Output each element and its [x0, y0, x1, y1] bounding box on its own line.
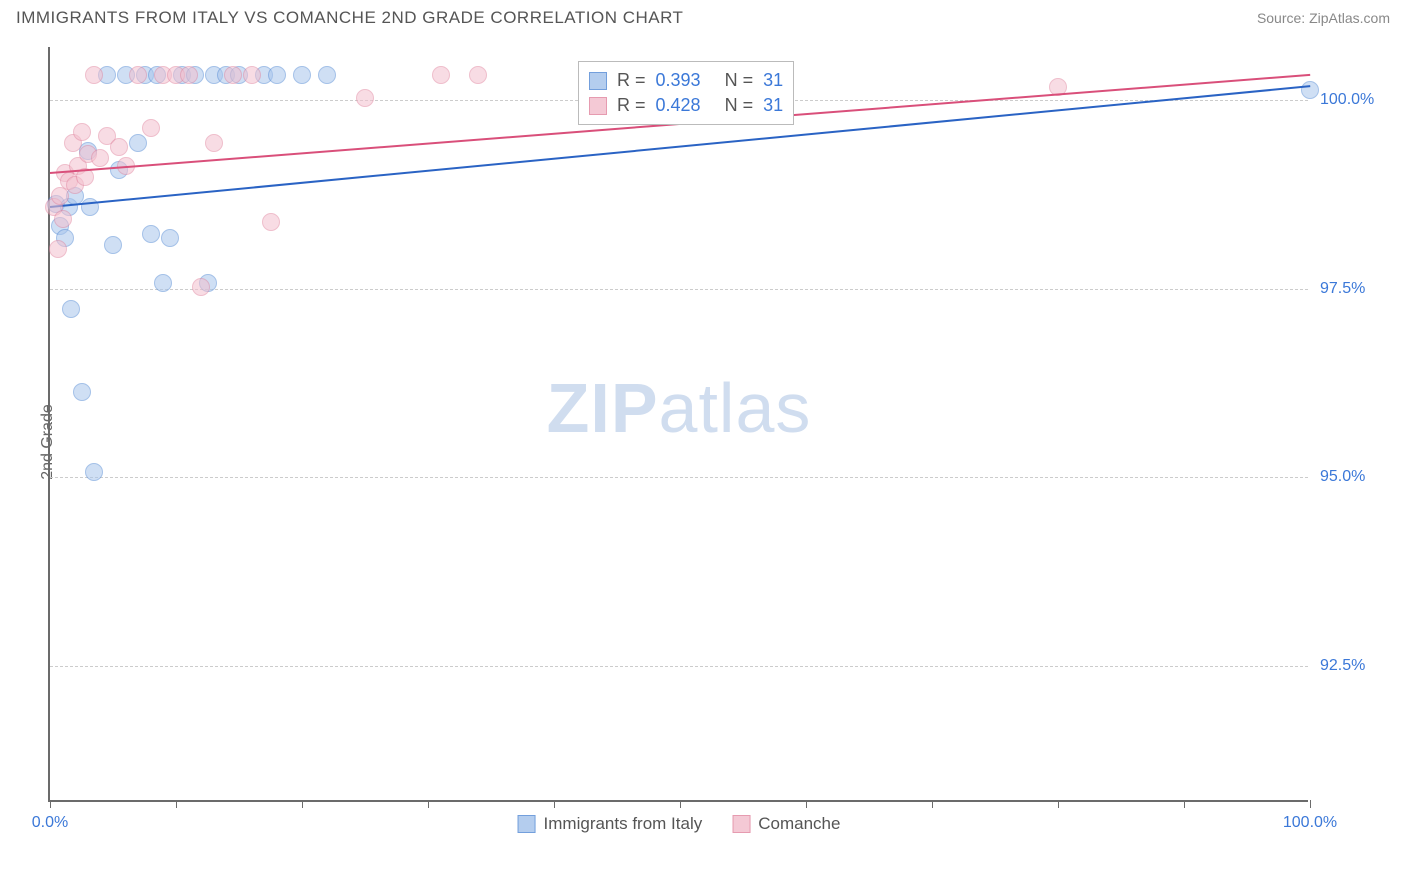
- data-point: [432, 66, 450, 84]
- data-point: [62, 300, 80, 318]
- gridline-h: [50, 477, 1308, 478]
- x-tick: [176, 800, 177, 808]
- data-point: [356, 89, 374, 107]
- stats-r-value: 0.428: [656, 95, 701, 116]
- data-point: [268, 66, 286, 84]
- stats-r-value: 0.393: [656, 70, 701, 91]
- data-point: [129, 66, 147, 84]
- legend-swatch: [732, 815, 750, 833]
- x-tick: [50, 800, 51, 808]
- stats-r-label: R =: [617, 70, 646, 91]
- legend-label: Comanche: [758, 814, 840, 834]
- stats-n-value: 31: [763, 95, 783, 116]
- x-tick-label: 0.0%: [32, 814, 68, 832]
- chart-title: IMMIGRANTS FROM ITALY VS COMANCHE 2ND GR…: [16, 8, 683, 28]
- stats-row: R = 0.393 N = 31: [589, 68, 783, 93]
- x-tick: [680, 800, 681, 808]
- data-point: [318, 66, 336, 84]
- data-point: [154, 274, 172, 292]
- y-tick-label: 100.0%: [1320, 91, 1390, 109]
- data-point: [205, 134, 223, 152]
- data-point: [224, 66, 242, 84]
- y-tick-label: 92.5%: [1320, 657, 1390, 675]
- x-tick: [302, 800, 303, 808]
- x-tick: [554, 800, 555, 808]
- data-point: [91, 149, 109, 167]
- data-point: [85, 463, 103, 481]
- data-point: [469, 66, 487, 84]
- plot-area: ZIPatlas 92.5%95.0%97.5%100.0%0.0%100.0%…: [48, 47, 1308, 802]
- data-point: [104, 236, 122, 254]
- watermark: ZIPatlas: [547, 368, 812, 448]
- legend-item: Immigrants from Italy: [518, 814, 703, 834]
- chart-source: Source: ZipAtlas.com: [1257, 10, 1390, 26]
- data-point: [161, 229, 179, 247]
- gridline-h: [50, 289, 1308, 290]
- chart-header: IMMIGRANTS FROM ITALY VS COMANCHE 2ND GR…: [0, 0, 1406, 32]
- stats-n-label: N =: [725, 95, 754, 116]
- stats-n-value: 31: [763, 70, 783, 91]
- data-point: [192, 278, 210, 296]
- data-point: [293, 66, 311, 84]
- data-point: [142, 119, 160, 137]
- y-tick-label: 97.5%: [1320, 280, 1390, 298]
- stats-swatch: [589, 72, 607, 90]
- source-name: ZipAtlas.com: [1309, 10, 1390, 26]
- legend: Immigrants from Italy Comanche: [518, 814, 841, 834]
- chart-container: 2nd Grade ZIPatlas 92.5%95.0%97.5%100.0%…: [0, 32, 1406, 852]
- data-point: [49, 240, 67, 258]
- y-tick-label: 95.0%: [1320, 468, 1390, 486]
- data-point: [142, 225, 160, 243]
- data-point: [73, 123, 91, 141]
- data-point: [1301, 81, 1319, 99]
- source-label: Source:: [1257, 10, 1309, 26]
- data-point: [85, 66, 103, 84]
- stats-n-label: N =: [725, 70, 754, 91]
- gridline-h: [50, 666, 1308, 667]
- x-tick: [1310, 800, 1311, 808]
- watermark-light: atlas: [659, 369, 812, 447]
- stats-r-label: R =: [617, 95, 646, 116]
- data-point: [262, 213, 280, 231]
- x-tick: [1184, 800, 1185, 808]
- x-tick: [806, 800, 807, 808]
- data-point: [129, 134, 147, 152]
- stats-swatch: [589, 97, 607, 115]
- watermark-bold: ZIP: [547, 369, 659, 447]
- data-point: [73, 383, 91, 401]
- x-tick-label: 100.0%: [1283, 814, 1337, 832]
- x-tick: [1058, 800, 1059, 808]
- legend-swatch: [518, 815, 536, 833]
- x-tick: [428, 800, 429, 808]
- data-point: [180, 66, 198, 84]
- stats-box: R = 0.393 N = 31 R = 0.428 N = 31: [578, 61, 794, 125]
- legend-label: Immigrants from Italy: [544, 814, 703, 834]
- data-point: [54, 210, 72, 228]
- data-point: [110, 138, 128, 156]
- legend-item: Comanche: [732, 814, 840, 834]
- stats-row: R = 0.428 N = 31: [589, 93, 783, 118]
- data-point: [243, 66, 261, 84]
- x-tick: [932, 800, 933, 808]
